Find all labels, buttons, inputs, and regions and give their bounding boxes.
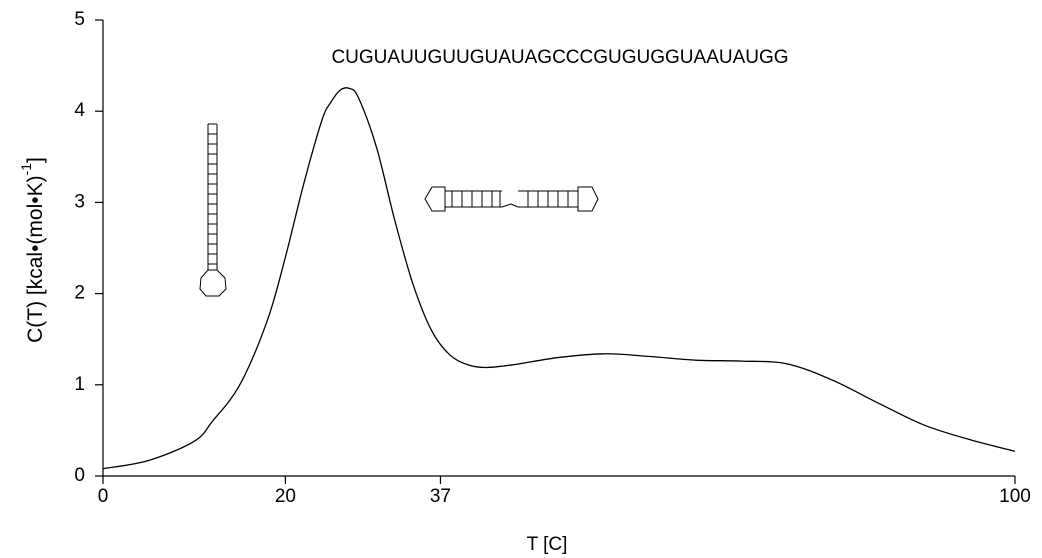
x-axis-label: T [C] <box>527 534 568 555</box>
heat-capacity-curve <box>102 87 1016 470</box>
sequence-annotation: CUGUAUUGUUGUAUAGCCCGUGUGGUAAUAUGG <box>331 47 788 68</box>
hairpin-structure <box>199 123 227 297</box>
y-tick-label: 1 <box>74 374 85 395</box>
y-tick-label: 0 <box>74 465 85 486</box>
y-label-end: ] <box>24 157 47 163</box>
y-label-main: C(T) [kcal•(mol•K) <box>24 175 47 343</box>
y-axis-label: C(T) [kcal•(mol•K)-1] <box>18 157 47 343</box>
two-stem-structure <box>424 186 599 212</box>
x-tick-label: 20 <box>275 486 296 507</box>
y-tick-label: 2 <box>74 283 85 304</box>
y-tick-label: 3 <box>74 191 85 212</box>
x-tick-label: 100 <box>999 486 1031 507</box>
x-tick-label: 37 <box>430 486 451 507</box>
y-label-superscript: -1 <box>18 163 34 176</box>
y-tick-label: 5 <box>74 9 85 30</box>
x-tick-label: 0 <box>98 486 109 507</box>
y-tick-label: 4 <box>74 100 85 121</box>
